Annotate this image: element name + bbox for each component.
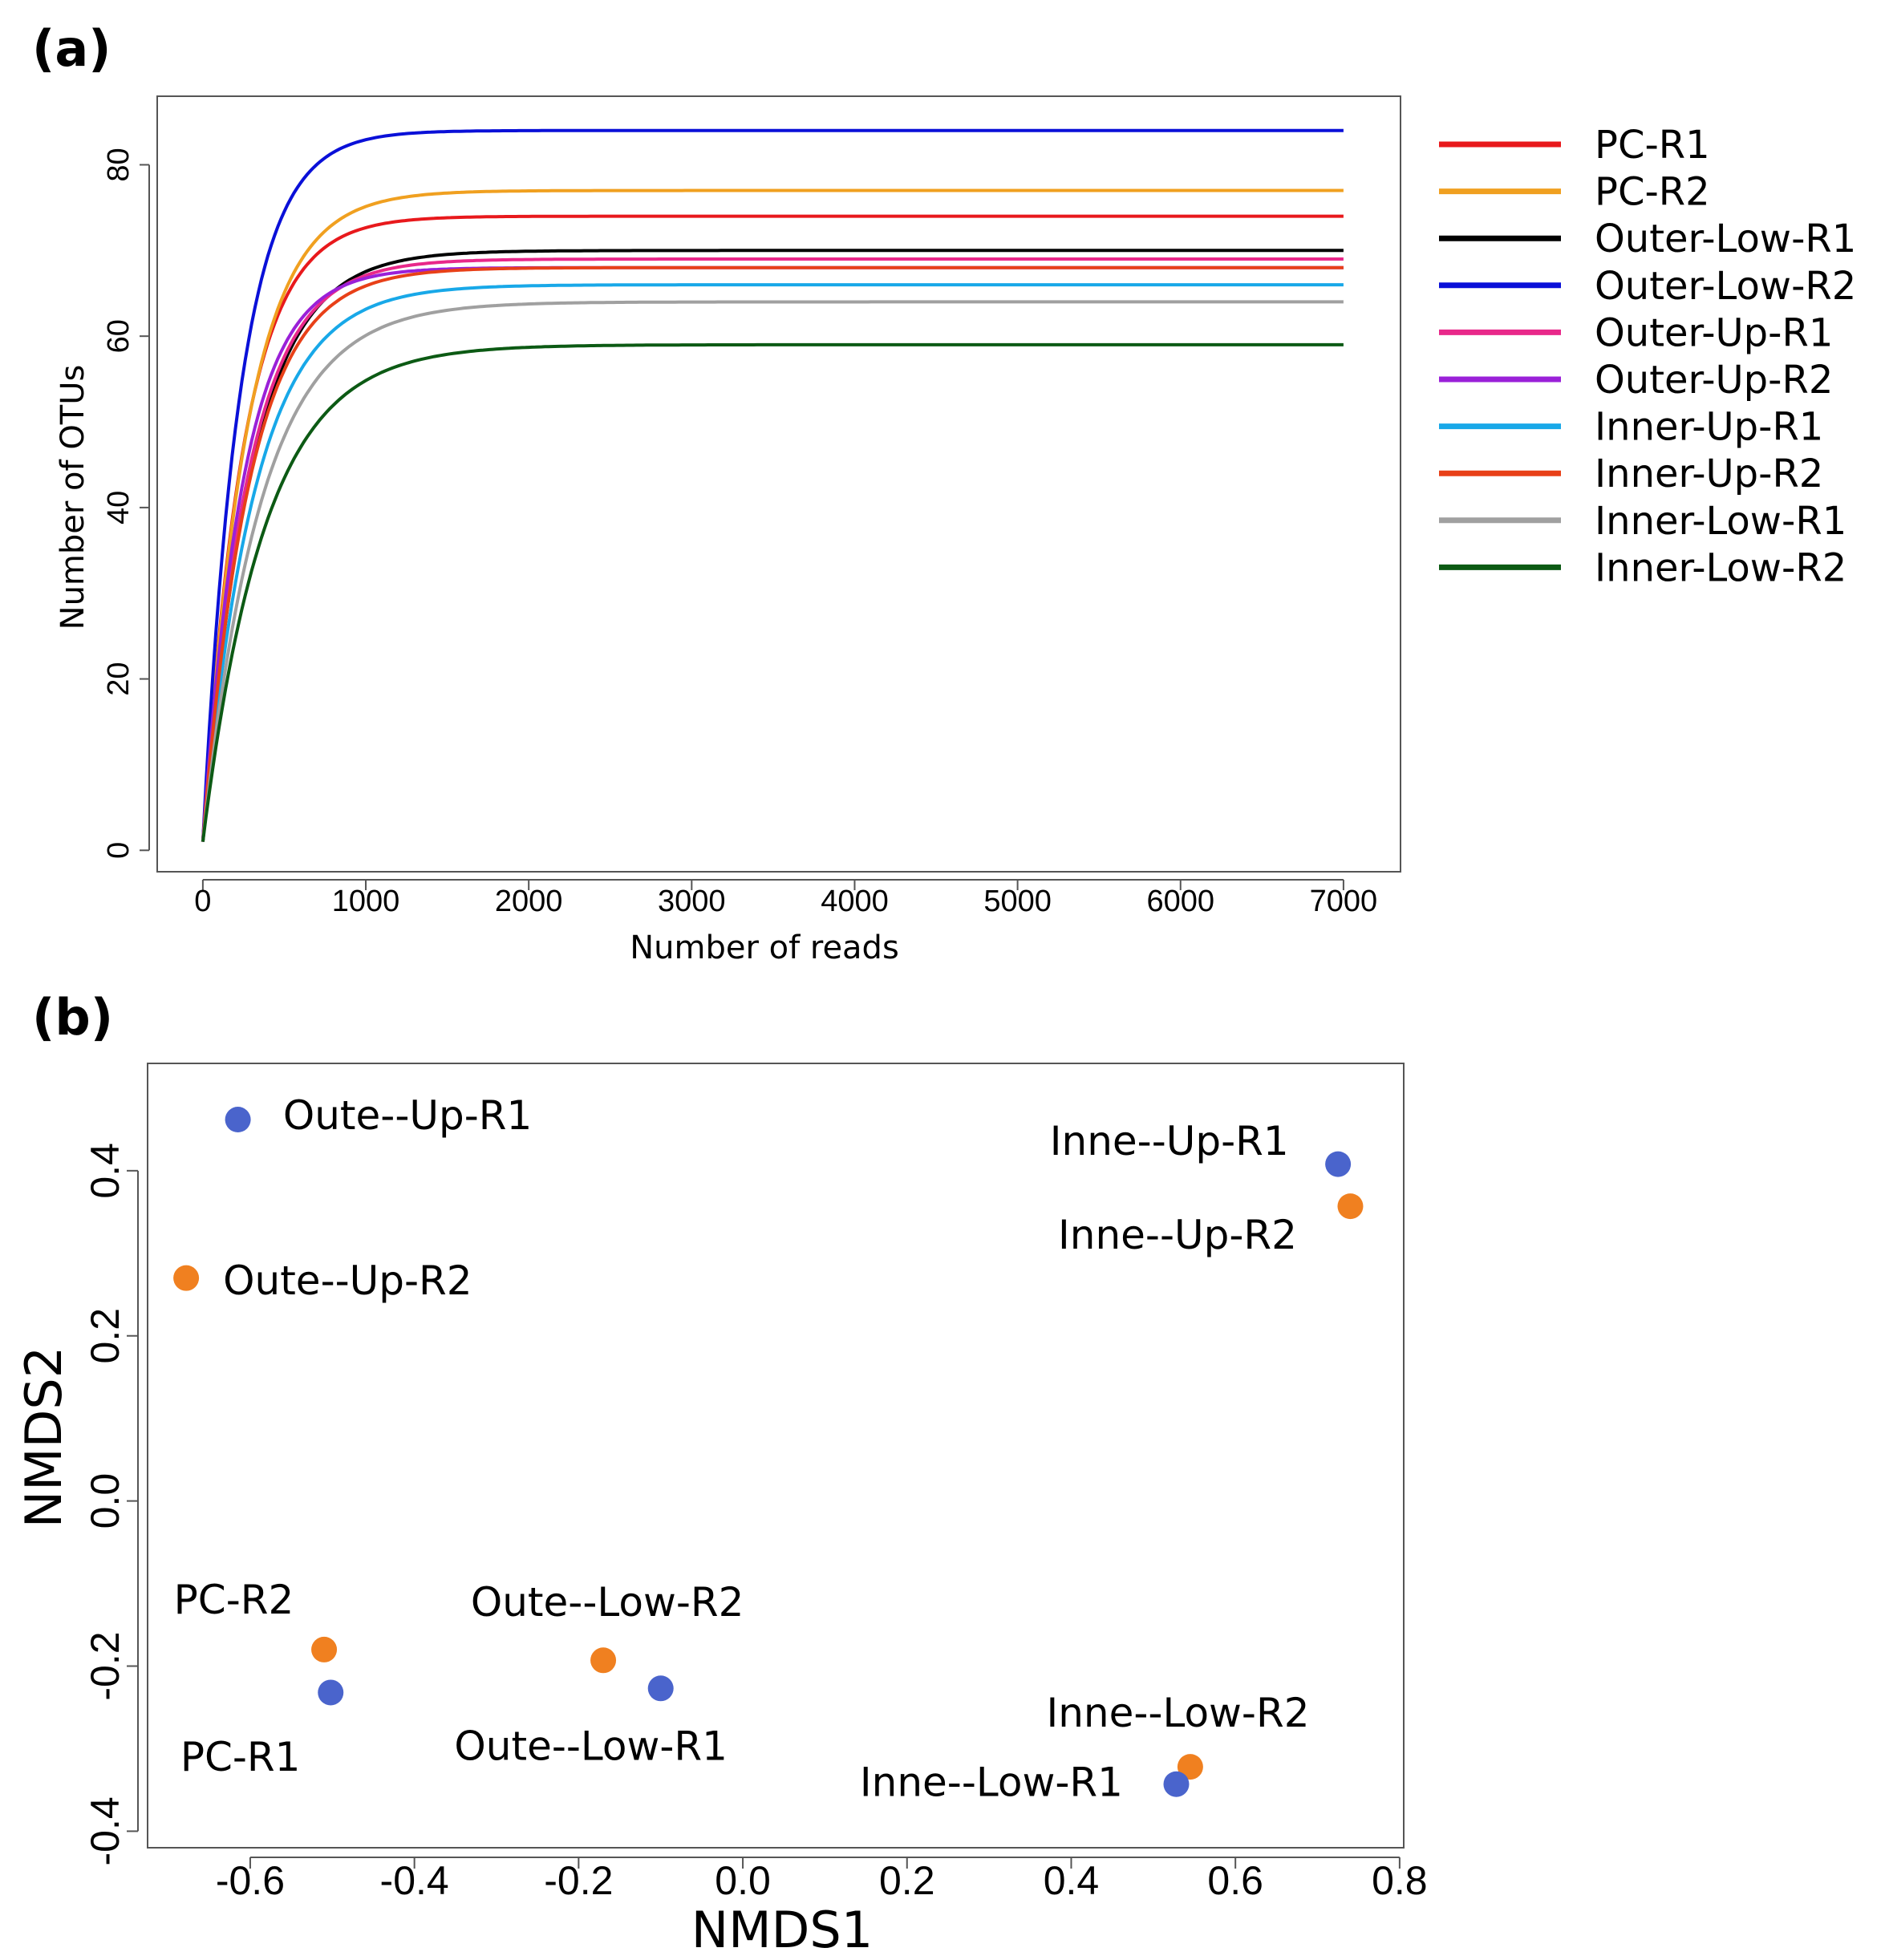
plot-frame-b [147,1063,1405,1849]
chart-a: (a) 0 1000 2000 3000 4000 5000 6000 7000 0 20 40 60… [32,19,1856,966]
scatter-point-oute--low-r1 [647,1675,674,1702]
series-line-inner-low-r1 [201,300,1344,842]
series-line-inner-up-r2 [201,265,1344,842]
scatter-point-pc-r2 [311,1636,338,1662]
series-line-inner-low-r2 [201,342,1344,842]
point-label: PC-R1 [180,1734,301,1780]
x-tick-label-b: 0.4 [1044,1858,1100,1903]
y-tick-label-a: 60 [102,319,136,353]
y-tick-label-b: 0.4 [83,1143,128,1199]
legend-entry: Inner-Low-R1 [1595,499,1846,544]
x-tick-label-a: 1000 [332,885,400,918]
y-tick-label-a: 20 [102,662,136,695]
y-tick-label-a: 80 [102,148,136,181]
x-tick-label-a: 7000 [1310,885,1378,918]
x-tick-label-b: 0.0 [715,1858,771,1903]
axes-a: 0 1000 2000 3000 4000 5000 6000 7000 0 20 40 60 80 [102,148,1377,918]
scatter-point-oute--up-r2 [173,1265,200,1291]
scatter-point-inne--up-r1 [1325,1151,1352,1177]
legend-entry: PC-R1 [1595,123,1710,168]
x-tick-label-a: 0 [194,885,211,918]
point-label: Oute--Low-R2 [471,1579,744,1626]
x-tick-label-b: 0.2 [879,1858,935,1903]
series-line-pc-r1 [201,214,1344,842]
legend-a: PC-R1PC-R2Outer-Low-R1Outer-Low-R2Outer-… [1439,123,1856,590]
legend-entry: Outer-Up-R2 [1595,358,1833,403]
x-axis-title-b: NMDS1 [691,1901,873,1959]
legend-entry: Inner-Up-R1 [1595,405,1823,450]
y-axis-title-b: NMDS2 [14,1346,73,1528]
legend-entry: Outer-Low-R1 [1595,217,1856,261]
point-label: PC-R2 [174,1577,294,1623]
x-tick-label-a: 3000 [658,885,726,918]
series-line-pc-r2 [201,188,1344,842]
point-label: Inne--Low-R1 [860,1760,1123,1806]
point-label: Inne--Up-R1 [1050,1118,1289,1164]
plot-frame-a [156,95,1401,873]
series-line-outer-up-r1 [201,257,1344,842]
point-label: Oute--Up-R2 [223,1257,472,1304]
panel-label-b: (b) [32,988,113,1047]
x-tick-label-a: 2000 [495,885,563,918]
x-tick-label-b: 0.6 [1207,1858,1263,1903]
legend-entry: Inner-Low-R2 [1595,545,1846,590]
x-axis-title-a: Number of reads [630,929,899,966]
y-tick-label-b: -0.2 [83,1631,128,1700]
scatter-point-inne--low-r1 [1163,1771,1190,1797]
point-label: Inne--Up-R2 [1058,1212,1297,1258]
x-tick-label-a: 4000 [821,885,889,918]
scatter-points-b: Oute--Up-R1 Oute--Up-R2 Inne--Up-R1 Inne--U… [173,1092,1364,1806]
series-lines-a [201,128,1344,842]
scatter-point-pc-r1 [318,1679,344,1706]
x-tick-label-b: -0.6 [216,1858,285,1903]
scatter-point-inne--low-r2 [1177,1754,1203,1780]
y-tick-label-b: 0.2 [83,1308,128,1364]
scatter-point-oute--low-r2 [590,1647,617,1674]
legend-entry: PC-R2 [1595,170,1710,215]
panel-label-a: (a) [32,19,111,78]
y-tick-label-a: 40 [102,491,136,524]
scatter-point-inne--up-r2 [1337,1193,1364,1220]
legend-entry: Outer-Up-R1 [1595,310,1833,355]
series-line-outer-up-r2 [201,265,1344,842]
y-axis-title-a: Number of OTUs [55,365,91,630]
y-tick-label-a: 0 [102,842,136,859]
legend-entry: Inner-Up-R2 [1595,452,1823,496]
x-tick-label-b: -0.2 [544,1858,613,1903]
axes-b: -0.6 -0.4 -0.2 0.0 0.2 0.4 0.6 0.8 -0.4 -0.2 0.0 0.… [83,1143,1428,1903]
legend-entry: Outer-Low-R2 [1595,264,1856,309]
point-label: Inne--Low-R2 [1047,1690,1310,1736]
x-tick-label-a: 6000 [1146,885,1214,918]
point-label: Oute--Low-R1 [454,1723,728,1769]
x-tick-label-a: 5000 [983,885,1052,918]
series-line-outer-low-r1 [201,249,1344,842]
point-label: Oute--Up-R1 [283,1092,532,1139]
x-tick-label-b: 0.8 [1372,1858,1428,1903]
y-tick-label-b: 0.0 [83,1473,128,1529]
series-line-outer-low-r2 [201,128,1344,842]
scatter-point-oute--up-r1 [225,1107,251,1133]
y-tick-label-b: -0.4 [83,1796,128,1865]
series-line-inner-up-r1 [201,283,1344,842]
x-tick-label-b: -0.4 [380,1858,449,1903]
chart-b: (b) -0.6 -0.4 -0.2 0.0 0.2 0.4 0.6 0.8 -0.4 -0.2 0… [14,988,1428,1959]
